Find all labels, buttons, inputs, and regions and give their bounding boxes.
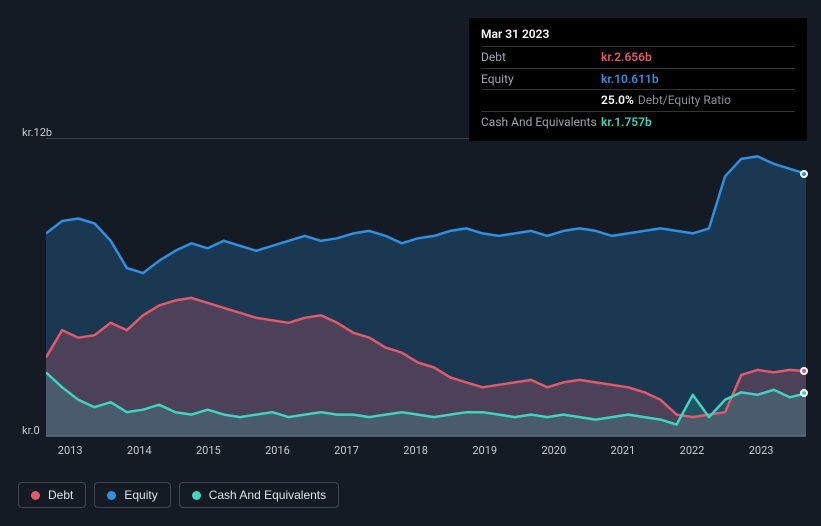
legend-label: Cash And Equivalents — [209, 488, 326, 502]
tooltip-row-value: kr.1.757b — [601, 114, 652, 131]
tooltip-date: Mar 31 2023 — [481, 26, 795, 43]
tooltip-row: Equitykr.10.611b — [481, 68, 795, 90]
legend-item-cash-and-equivalents[interactable]: Cash And Equivalents — [179, 482, 339, 508]
legend-label: Debt — [48, 488, 73, 502]
tooltip-row-label: Cash And Equivalents — [481, 114, 601, 131]
tooltip-row-value: kr.2.656b — [601, 49, 652, 66]
tooltip-row: 25.0%Debt/Equity Ratio — [481, 89, 795, 111]
x-axis-label: 2019 — [472, 444, 497, 457]
legend-item-equity[interactable]: Equity — [94, 482, 170, 508]
tooltip-row: Debtkr.2.656b — [481, 46, 795, 68]
x-axis: 2013 2014 2015 2016 2017 2018 2019 2020 2021 2022… — [46, 444, 806, 462]
legend-item-debt[interactable]: Debt — [18, 482, 86, 508]
chart-svg — [46, 139, 806, 437]
legend-dot-icon — [31, 491, 40, 500]
tooltip-row-value: kr.10.611b — [601, 71, 659, 88]
x-axis-label: 2022 — [680, 444, 705, 457]
y-axis-min-label: kr.0 — [22, 424, 40, 437]
x-axis-label: 2023 — [749, 444, 774, 457]
tooltip-row-label: Equity — [481, 71, 601, 88]
tooltip-row-value: 25.0%Debt/Equity Ratio — [601, 92, 731, 109]
x-axis-label: 2018 — [403, 444, 428, 457]
tooltip-row: Cash And Equivalentskr.1.757b — [481, 111, 795, 133]
x-axis-label: 2016 — [265, 444, 290, 457]
chart-plot-area[interactable] — [46, 138, 806, 436]
tooltip-row-label — [481, 92, 601, 109]
legend-dot-icon — [192, 491, 201, 500]
legend-label: Equity — [124, 488, 157, 502]
equity-marker — [800, 170, 808, 178]
tooltip-row-label: Debt — [481, 49, 601, 66]
x-axis-label: 2014 — [127, 444, 152, 457]
tooltip-row-suffix: Debt/Equity Ratio — [638, 93, 731, 107]
debt-marker — [800, 367, 808, 375]
cash-marker — [800, 389, 808, 397]
x-axis-label: 2020 — [541, 444, 566, 457]
data-tooltip: Mar 31 2023 Debtkr.2.656bEquitykr.10.611… — [469, 18, 807, 141]
legend-dot-icon — [107, 491, 116, 500]
legend: Debt Equity Cash And Equivalents — [18, 482, 339, 508]
x-axis-label: 2021 — [611, 444, 636, 457]
x-axis-label: 2013 — [58, 444, 83, 457]
x-axis-label: 2017 — [334, 444, 359, 457]
x-axis-label: 2015 — [196, 444, 221, 457]
